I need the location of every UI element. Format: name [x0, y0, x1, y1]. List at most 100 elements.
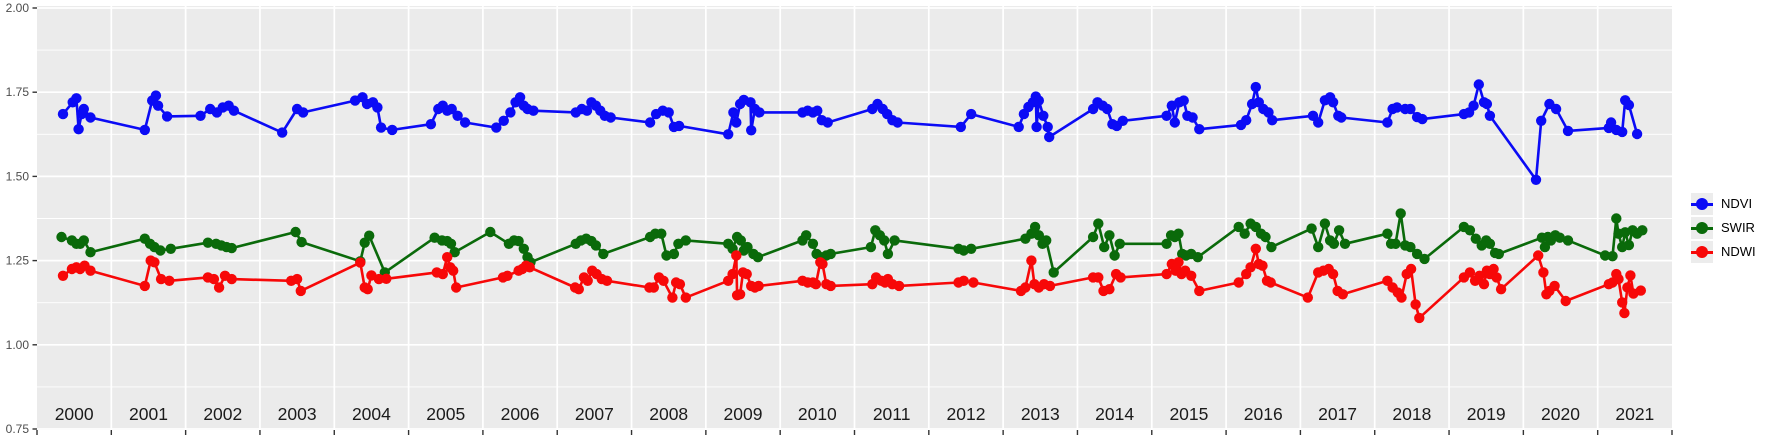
- data-point-ndwi: [164, 275, 175, 286]
- data-point-ndwi: [731, 250, 742, 261]
- data-point-ndwi: [1533, 250, 1544, 261]
- data-point-ndvi: [731, 117, 742, 128]
- legend-key-swir-icon: [1691, 217, 1713, 239]
- data-point-swir: [513, 235, 524, 247]
- data-point-ndvi: [1327, 97, 1339, 108]
- data-point-ndwi: [1617, 297, 1628, 308]
- data-point-ndwi: [524, 262, 535, 273]
- data-point-ndvi: [644, 117, 656, 128]
- data-point-ndvi: [1031, 121, 1042, 133]
- data-point-ndwi: [1560, 295, 1571, 307]
- data-point-ndvi: [1530, 174, 1542, 185]
- data-point-swir: [1562, 235, 1574, 246]
- y-tick-label: 1.00: [6, 338, 30, 352]
- x-year-label: 2002: [203, 404, 242, 424]
- data-point-ndvi: [71, 93, 82, 104]
- data-point-ndvi: [1044, 131, 1055, 143]
- data-point-ndwi: [1414, 312, 1425, 324]
- data-point-ndwi: [1474, 270, 1485, 281]
- data-point-ndvi: [85, 112, 96, 123]
- data-point-swir: [296, 236, 307, 248]
- legend-key-ndvi-icon: [1691, 193, 1713, 215]
- x-year-label: 2005: [426, 404, 465, 424]
- data-point-ndvi: [1336, 112, 1347, 123]
- x-year-label: 2017: [1318, 404, 1357, 424]
- data-point-ndvi: [228, 105, 240, 116]
- data-point-ndwi: [155, 273, 167, 285]
- data-point-swir: [1611, 213, 1622, 224]
- data-point-ndwi: [958, 275, 969, 286]
- x-year-label: 2018: [1392, 404, 1431, 424]
- data-point-ndvi: [491, 122, 502, 133]
- data-point-ndwi: [648, 282, 659, 293]
- data-point-ndvi: [139, 124, 150, 136]
- data-point-ndvi: [1617, 126, 1628, 138]
- x-year-label: 2021: [1615, 404, 1654, 424]
- data-point-ndvi: [78, 103, 90, 115]
- data-point-swir: [85, 247, 96, 258]
- data-point-ndwi: [437, 268, 448, 280]
- data-point-ndvi: [1263, 107, 1274, 118]
- data-point-ndvi: [728, 107, 739, 118]
- data-point-ndvi: [663, 107, 674, 118]
- data-point-ndvi: [1417, 113, 1428, 125]
- data-point-ndwi: [582, 275, 593, 286]
- data-point-swir: [1623, 239, 1635, 251]
- x-year-label: 2019: [1467, 404, 1506, 424]
- data-point-ndvi: [277, 127, 288, 138]
- data-point-ndvi: [812, 105, 823, 116]
- y-tick-label: 1.25: [6, 254, 30, 268]
- y-tick-label: 0.75: [6, 422, 30, 436]
- data-point-ndwi: [601, 275, 613, 286]
- y-tick-label: 1.50: [6, 169, 30, 183]
- x-year-label: 2001: [129, 404, 168, 424]
- data-point-swir: [1099, 241, 1110, 253]
- data-point-swir: [1161, 238, 1172, 249]
- legend-item-ndwi[interactable]: NDWI: [1691, 241, 1756, 263]
- data-point-swir: [1266, 241, 1277, 253]
- data-point-swir: [165, 243, 176, 254]
- x-year-label: 2006: [501, 404, 540, 424]
- x-year-label: 2000: [55, 404, 94, 424]
- data-point-ndwi: [1044, 280, 1056, 292]
- x-year-label: 2009: [724, 404, 763, 424]
- legend-key-ndwi-icon: [1691, 241, 1713, 263]
- data-point-swir: [590, 240, 602, 251]
- data-point-ndvi: [1194, 124, 1205, 135]
- data-point-swir: [226, 242, 237, 254]
- data-point-ndvi: [673, 120, 685, 132]
- data-point-ndvi: [452, 110, 463, 122]
- data-point-ndvi: [754, 107, 765, 118]
- data-point-ndvi: [746, 125, 757, 136]
- data-point-ndvi: [1623, 99, 1635, 111]
- data-point-swir: [735, 235, 746, 246]
- data-point-ndwi: [1625, 270, 1636, 281]
- data-point-ndvi: [528, 105, 539, 116]
- x-year-label: 2015: [1169, 404, 1208, 424]
- data-point-ndwi: [1186, 270, 1197, 281]
- x-year-label: 2010: [798, 404, 837, 424]
- data-point-ndvi: [1550, 103, 1562, 115]
- data-point-ndvi: [195, 110, 206, 122]
- data-point-ndvi: [387, 124, 398, 136]
- data-point-ndvi: [1241, 115, 1252, 126]
- data-point-ndwi: [1245, 262, 1256, 273]
- data-point-ndvi: [1161, 110, 1172, 122]
- data-point-ndvi: [1313, 117, 1324, 128]
- data-point-ndwi: [355, 257, 366, 268]
- legend-label-ndwi: NDWI: [1721, 244, 1756, 259]
- legend-item-ndvi[interactable]: NDVI: [1691, 193, 1756, 215]
- data-point-swir: [78, 235, 90, 246]
- data-point-swir: [879, 235, 890, 246]
- y-tick-label: 2.00: [6, 1, 30, 15]
- data-point-ndvi: [892, 117, 903, 128]
- data-point-ndwi: [810, 279, 822, 290]
- data-point-ndvi: [459, 117, 471, 128]
- legend-item-swir[interactable]: SWIR: [1691, 217, 1756, 239]
- data-point-ndwi: [1488, 263, 1499, 275]
- x-year-label: 2007: [575, 404, 614, 424]
- data-point-swir: [598, 248, 609, 260]
- data-point-ndwi: [149, 257, 160, 268]
- data-point-ndvi: [1013, 121, 1024, 133]
- data-point-swir: [1405, 241, 1416, 253]
